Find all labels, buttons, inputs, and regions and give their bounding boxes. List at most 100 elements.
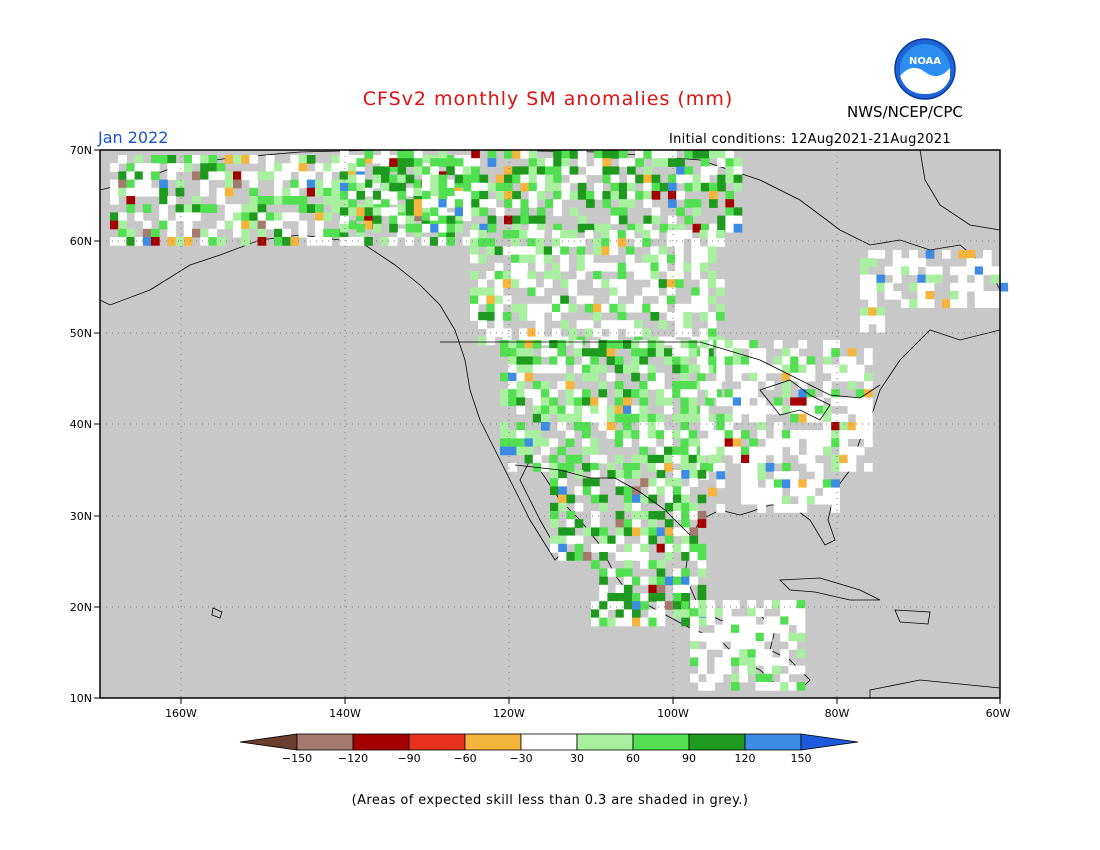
- anomaly-cell: [500, 397, 509, 407]
- anomaly-cell: [478, 320, 487, 329]
- anomaly-cell: [249, 171, 259, 181]
- anomaly-cell: [640, 552, 649, 561]
- anomaly-cell: [535, 254, 545, 264]
- anomaly-cell: [732, 372, 742, 382]
- anomaly-cell: [780, 657, 789, 667]
- anomaly-cell: [668, 191, 677, 200]
- anomaly-cell: [274, 163, 283, 172]
- anomaly-cell: [615, 478, 625, 487]
- anomaly-cell: [642, 238, 651, 247]
- anomaly-cell: [681, 601, 690, 610]
- anomaly-cell: [917, 299, 927, 308]
- anomaly-cell: [847, 348, 857, 357]
- anomaly-cell: [958, 282, 968, 292]
- anomaly-cell: [627, 166, 636, 176]
- anomaly-cell: [208, 163, 218, 172]
- anomaly-cell: [413, 166, 423, 176]
- anomaly-cell: [722, 624, 732, 634]
- anomaly-cell: [290, 196, 300, 205]
- anomaly-cell: [421, 204, 431, 213]
- anomaly-cell: [855, 413, 865, 423]
- anomaly-cell: [233, 220, 242, 230]
- anomaly-cell: [339, 228, 349, 238]
- anomaly-cell: [524, 446, 534, 456]
- anomaly-cell: [577, 150, 587, 159]
- anomaly-cell: [233, 155, 242, 164]
- anomaly-cell: [831, 372, 840, 382]
- anomaly-cell: [716, 438, 726, 448]
- anomaly-cell: [664, 438, 673, 448]
- anomaly-cell: [681, 527, 690, 537]
- anomaly-cell: [966, 258, 976, 267]
- anomaly-cell: [298, 155, 308, 164]
- anomaly-cell: [430, 207, 439, 217]
- anomaly-cell: [647, 422, 657, 431]
- anomaly-cell: [134, 171, 144, 181]
- anomaly-cell: [478, 336, 487, 346]
- anomaly-cell: [200, 204, 209, 213]
- anomaly-cell: [381, 191, 390, 200]
- anomaly-cell: [700, 381, 709, 390]
- anomaly-cell: [648, 535, 658, 545]
- anomaly-cell: [724, 348, 734, 357]
- anomaly-cell: [527, 238, 537, 247]
- anomaly-cell: [732, 454, 742, 464]
- anomaly-cell: [606, 430, 616, 439]
- anomaly-cell: [741, 405, 750, 415]
- anomaly-cell: [615, 568, 625, 578]
- anomaly-cell: [566, 519, 576, 528]
- anomaly-cell: [557, 364, 567, 374]
- lat-label: 70N: [70, 144, 92, 157]
- anomaly-cell: [773, 340, 783, 349]
- anomaly-cell: [599, 601, 608, 610]
- anomaly-cell: [593, 262, 602, 272]
- anomaly-cell: [831, 413, 840, 423]
- anomaly-cell: [864, 430, 873, 439]
- anomaly-cell: [683, 328, 692, 338]
- anomaly-cell: [697, 543, 707, 553]
- anomaly-cell: [151, 228, 160, 238]
- anomaly-cell: [224, 212, 234, 222]
- anomaly-cell: [757, 504, 767, 513]
- anomaly-cell: [463, 199, 472, 208]
- anomaly-cell: [648, 527, 658, 537]
- anomaly-cell: [623, 609, 633, 619]
- anomaly-cell: [582, 486, 592, 496]
- anomaly-cell: [716, 303, 725, 313]
- anomaly-cell: [405, 158, 415, 167]
- anomaly-cell: [983, 291, 992, 300]
- anomaly-cell: [557, 422, 567, 431]
- anomaly-cell: [688, 454, 698, 464]
- anomaly-cell: [656, 478, 666, 487]
- anomaly-cell: [577, 174, 587, 184]
- anomaly-cell: [582, 438, 591, 448]
- anomaly-cell: [741, 397, 750, 407]
- anomaly-cell: [615, 535, 625, 545]
- anomaly-cell: [397, 191, 407, 200]
- anomaly-cell: [356, 237, 365, 246]
- anomaly-cell: [478, 254, 487, 264]
- anomaly-cell: [831, 389, 840, 398]
- anomaly-cell: [614, 340, 624, 349]
- anomaly-cell: [860, 307, 869, 317]
- anomaly-cell: [741, 454, 750, 464]
- anomaly-cell: [241, 204, 250, 213]
- anomaly-cell: [519, 279, 528, 288]
- anomaly-cell: [549, 454, 558, 464]
- anomaly-cell: [632, 576, 641, 586]
- anomaly-cell: [615, 617, 625, 627]
- anomaly-cell: [666, 271, 676, 280]
- anomaly-cell: [576, 246, 586, 256]
- anomaly-cell: [847, 381, 857, 390]
- anomaly-cell: [684, 150, 694, 159]
- anomaly-cell: [676, 207, 685, 217]
- anomaly-cell: [698, 632, 707, 642]
- anomaly-cell: [516, 405, 526, 415]
- anomaly-cell: [610, 215, 620, 225]
- anomaly-cell: [716, 372, 726, 382]
- anomaly-cell: [558, 470, 567, 479]
- anomaly-cell: [607, 617, 617, 627]
- anomaly-cell: [651, 158, 661, 167]
- anomaly-cell: [731, 641, 740, 650]
- anomaly-cell: [602, 166, 612, 176]
